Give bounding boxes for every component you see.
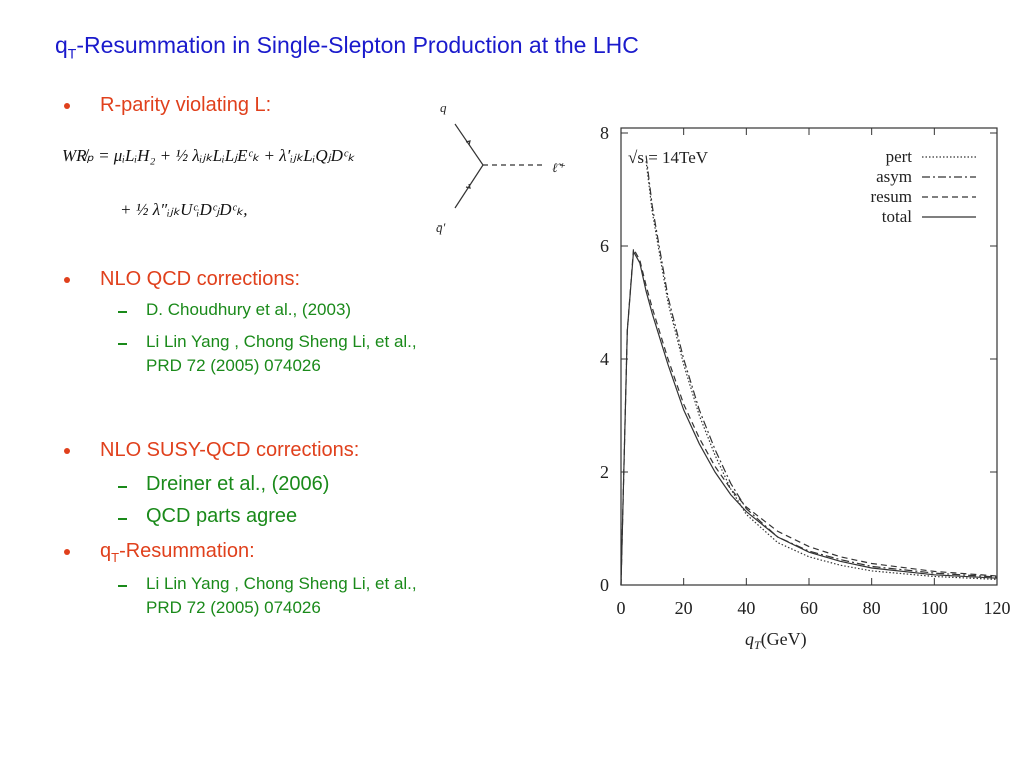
antiquark-line	[454, 164, 484, 209]
sub-bullet-text: PRD 72 (2005) 074026	[146, 598, 321, 617]
sub-bullet	[118, 585, 127, 587]
bullet-subscript: T	[111, 550, 120, 565]
bullet-text: NLO SUSY-QCD corrections:	[100, 439, 360, 461]
formula: + ½ λ″ᵢⱼₖUᶜᵢDᶜⱼDᶜₖ,	[120, 200, 248, 219]
x-tick-label: 20	[675, 598, 693, 618]
bullet	[64, 448, 70, 454]
bullet	[64, 277, 70, 283]
bullet-rest: -Resummation:	[119, 540, 255, 562]
x-label-main: q	[745, 629, 754, 649]
plot-frame	[620, 127, 998, 586]
bullet-main: q	[100, 540, 112, 562]
annotation: √s = 14TeV	[628, 148, 709, 167]
bullet-text: R-parity violating L:	[100, 94, 272, 116]
diagram-label: ℓ̃⁺	[552, 160, 565, 175]
sub-bullet-text: PRD 72 (2005) 074026	[146, 356, 321, 375]
sub-bullet-text: Li Lin Yang , Chong Sheng Li, et al.,	[146, 574, 417, 593]
y-tick-label: 0	[600, 575, 609, 595]
x-tick-label: 100	[921, 598, 948, 618]
legend-label: pert	[886, 147, 913, 166]
arrow	[465, 140, 471, 146]
x-axis-label: qT(GeV)	[745, 629, 807, 652]
series-line	[645, 155, 998, 578]
y-tick-label: 8	[600, 123, 609, 143]
sub-bullet-text: D. Choudhury et al., (2003)	[146, 300, 352, 319]
series-line	[645, 161, 998, 580]
title-main: q	[55, 32, 68, 58]
legend-label: asym	[876, 167, 912, 186]
sub-bullet	[118, 486, 127, 488]
x-label-subscript: T	[754, 638, 762, 652]
title-subscript: T	[67, 45, 77, 62]
legend-label: total	[882, 207, 912, 226]
title-rest: -Resummation in Single-Slepton Productio…	[76, 32, 639, 58]
x-tick-label: 0	[617, 598, 626, 618]
legend-label: resum	[870, 187, 912, 206]
diagram-label: q̄′	[436, 220, 446, 235]
x-tick-label: 40	[737, 598, 755, 618]
arrow	[465, 183, 471, 189]
series-line	[620, 249, 998, 586]
sub-bullet	[118, 343, 127, 345]
bullet	[64, 549, 70, 555]
y-tick-label: 4	[600, 349, 609, 369]
x-tick-label: 120	[984, 598, 1011, 618]
x-tick-label: 80	[863, 598, 881, 618]
x-tick-label: 60	[800, 598, 818, 618]
series-line	[620, 246, 998, 586]
bullet-text: NLO QCD corrections:	[100, 268, 301, 290]
feynman-diagram	[454, 123, 545, 209]
bullet	[64, 103, 70, 109]
sub-bullet-text: Dreiner et al., (2006)	[146, 473, 330, 495]
sub-bullet	[118, 311, 127, 313]
y-tick-label: 6	[600, 236, 609, 256]
slide-title: qT-Resummation in Single-Slepton Product…	[55, 32, 639, 62]
sub-bullet-text: QCD parts agree	[146, 505, 298, 527]
y-tick-label: 2	[600, 462, 609, 482]
sub-bullet	[118, 518, 127, 520]
diagram-label: q	[440, 100, 447, 115]
formula: WR̸ₚ = μᵢLᵢH₂ + ½ λᵢⱼₖLᵢLⱼEᶜₖ + λ′ᵢⱼₖLᵢQ…	[62, 146, 355, 165]
sub-bullet-text: Li Lin Yang , Chong Sheng Li, et al.,	[146, 332, 417, 351]
bullet-text: qT-Resummation:	[100, 540, 255, 565]
x-label-unit: (GeV)	[761, 629, 807, 650]
